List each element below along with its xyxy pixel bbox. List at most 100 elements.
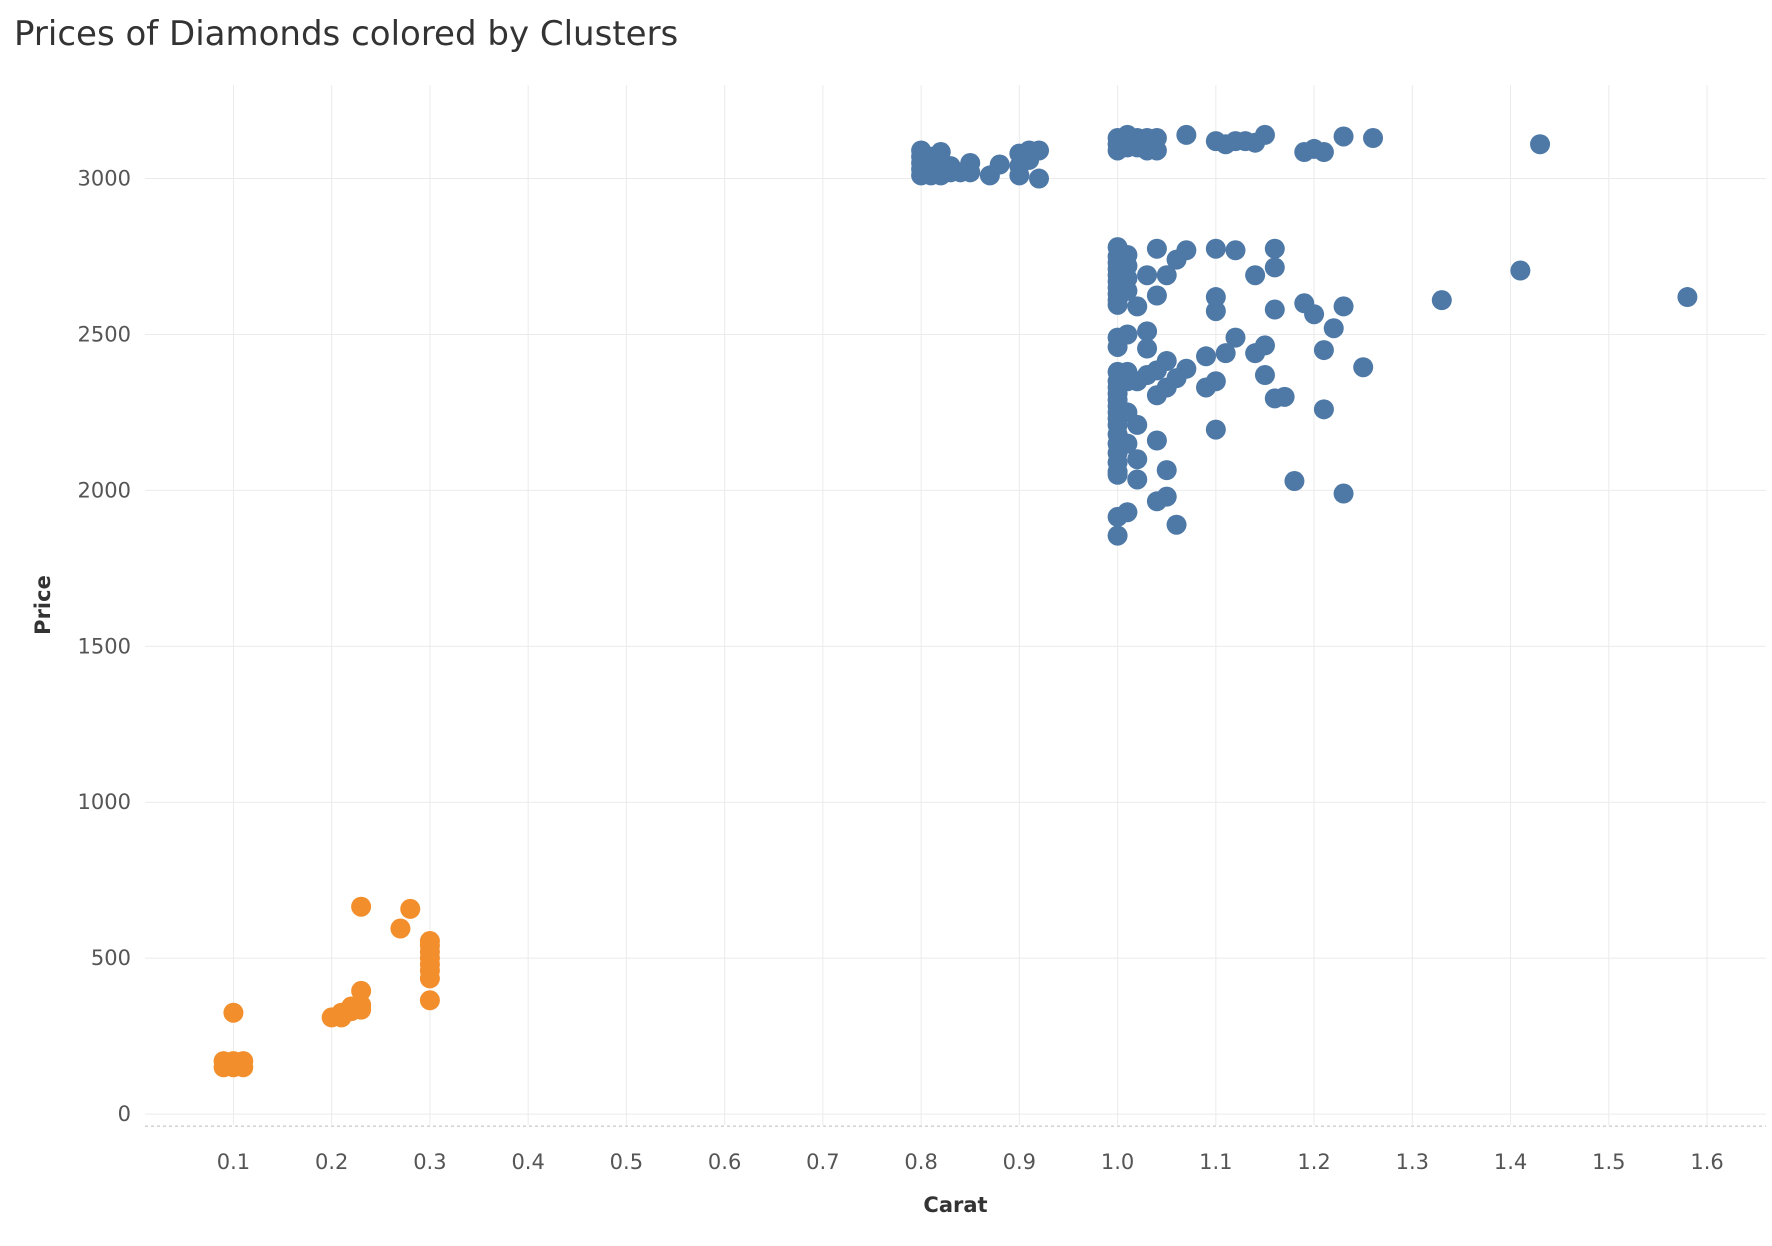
y-tick-label: 2000 — [78, 478, 131, 502]
x-axis-ticks: 0.1 0.2 0.3 0.4 0.5 0.6 0.7 0.8 0.9 1.0 1.1 1.2 1.3 1… — [217, 1150, 1724, 1174]
x-tick-label: 1.6 — [1690, 1150, 1723, 1174]
data-point — [1127, 469, 1148, 490]
data-point — [1156, 486, 1177, 507]
data-point — [1107, 464, 1128, 485]
data-point — [1146, 430, 1167, 451]
data-point — [1205, 371, 1226, 392]
gridlines — [145, 85, 1766, 1125]
data-point — [1127, 449, 1148, 470]
x-tick-label: 0.7 — [806, 1150, 839, 1174]
x-tick-label: 0.9 — [1003, 1150, 1036, 1174]
data-point — [1137, 265, 1158, 286]
data-point — [1323, 318, 1344, 339]
data-point — [989, 154, 1010, 175]
data-point — [223, 1054, 244, 1075]
data-point — [1107, 294, 1128, 315]
x-tick-label: 0.2 — [315, 1150, 348, 1174]
data-point — [1254, 365, 1275, 386]
data-point — [1225, 240, 1246, 261]
data-point — [930, 142, 951, 163]
y-tick-label: 0 — [118, 1102, 131, 1126]
data-point — [1205, 301, 1226, 322]
data-point — [351, 994, 372, 1015]
data-point — [1254, 335, 1275, 356]
data-point — [1107, 525, 1128, 546]
x-tick-label: 0.8 — [904, 1150, 937, 1174]
data-point — [1117, 433, 1138, 454]
data-points — [213, 124, 1698, 1078]
x-tick-label: 0.4 — [511, 1150, 544, 1174]
x-tick-label: 0.5 — [610, 1150, 643, 1174]
data-point — [1137, 321, 1158, 342]
y-tick-label: 1500 — [78, 634, 131, 658]
data-point — [1137, 338, 1158, 359]
data-point — [1117, 324, 1138, 345]
data-point — [1117, 502, 1138, 523]
y-tick-label: 1000 — [78, 790, 131, 814]
x-tick-label: 0.3 — [413, 1150, 446, 1174]
data-point — [1176, 240, 1197, 261]
data-point — [1205, 238, 1226, 259]
data-point — [1274, 386, 1295, 407]
x-tick-label: 1.1 — [1199, 1150, 1232, 1174]
data-point — [419, 931, 440, 952]
data-point — [1510, 260, 1531, 281]
data-point — [1196, 346, 1217, 367]
data-point — [1677, 287, 1698, 308]
data-point — [1127, 414, 1148, 435]
data-point — [1264, 238, 1285, 259]
data-point — [1363, 128, 1384, 149]
x-tick-label: 1.2 — [1297, 1150, 1330, 1174]
data-point — [1245, 265, 1266, 286]
data-point — [1205, 287, 1226, 308]
chart-title: Prices of Diamonds colored by Clusters — [14, 14, 679, 54]
x-tick-label: 0.1 — [217, 1150, 250, 1174]
y-axis-title: Price — [31, 575, 55, 635]
data-point — [223, 1002, 244, 1023]
data-point — [1313, 340, 1334, 361]
y-tick-label: 500 — [91, 946, 131, 970]
data-point — [1146, 128, 1167, 149]
x-tick-label: 1.3 — [1396, 1150, 1429, 1174]
data-point — [1205, 419, 1226, 440]
data-point — [1333, 296, 1354, 317]
data-point — [1264, 299, 1285, 320]
y-axis-ticks: 0 500 1000 1500 2000 2500 3000 — [78, 167, 131, 1127]
y-tick-label: 2500 — [78, 322, 131, 346]
data-point — [1146, 360, 1167, 381]
data-point — [1156, 265, 1177, 286]
data-point — [400, 898, 421, 919]
data-point — [1313, 142, 1334, 163]
data-point — [1353, 357, 1374, 378]
data-point — [1254, 124, 1275, 145]
data-point — [1146, 238, 1167, 259]
data-point — [351, 980, 372, 1001]
x-tick-label: 0.6 — [708, 1150, 741, 1174]
data-point — [1431, 290, 1452, 311]
data-point — [1127, 296, 1148, 317]
data-point — [960, 152, 981, 173]
data-point — [351, 896, 372, 917]
data-point — [1146, 285, 1167, 306]
data-point — [1225, 327, 1246, 348]
data-point — [1166, 514, 1187, 535]
data-point — [419, 990, 440, 1011]
data-point — [1029, 140, 1050, 161]
x-axis-title: Carat — [923, 1193, 987, 1217]
x-tick-label: 1.5 — [1592, 1150, 1625, 1174]
x-tick-label: 1.4 — [1494, 1150, 1527, 1174]
data-point — [1530, 134, 1551, 155]
data-point — [1029, 168, 1050, 189]
data-point — [1264, 257, 1285, 278]
data-point — [1284, 471, 1305, 492]
y-tick-label: 3000 — [78, 167, 131, 191]
data-point — [1176, 124, 1197, 145]
x-tick-label: 1.0 — [1101, 1150, 1134, 1174]
data-point — [1176, 358, 1197, 379]
data-point — [1333, 126, 1354, 147]
data-point — [1117, 280, 1138, 301]
data-point — [1156, 460, 1177, 481]
data-point — [1215, 343, 1236, 364]
data-point — [390, 918, 411, 939]
